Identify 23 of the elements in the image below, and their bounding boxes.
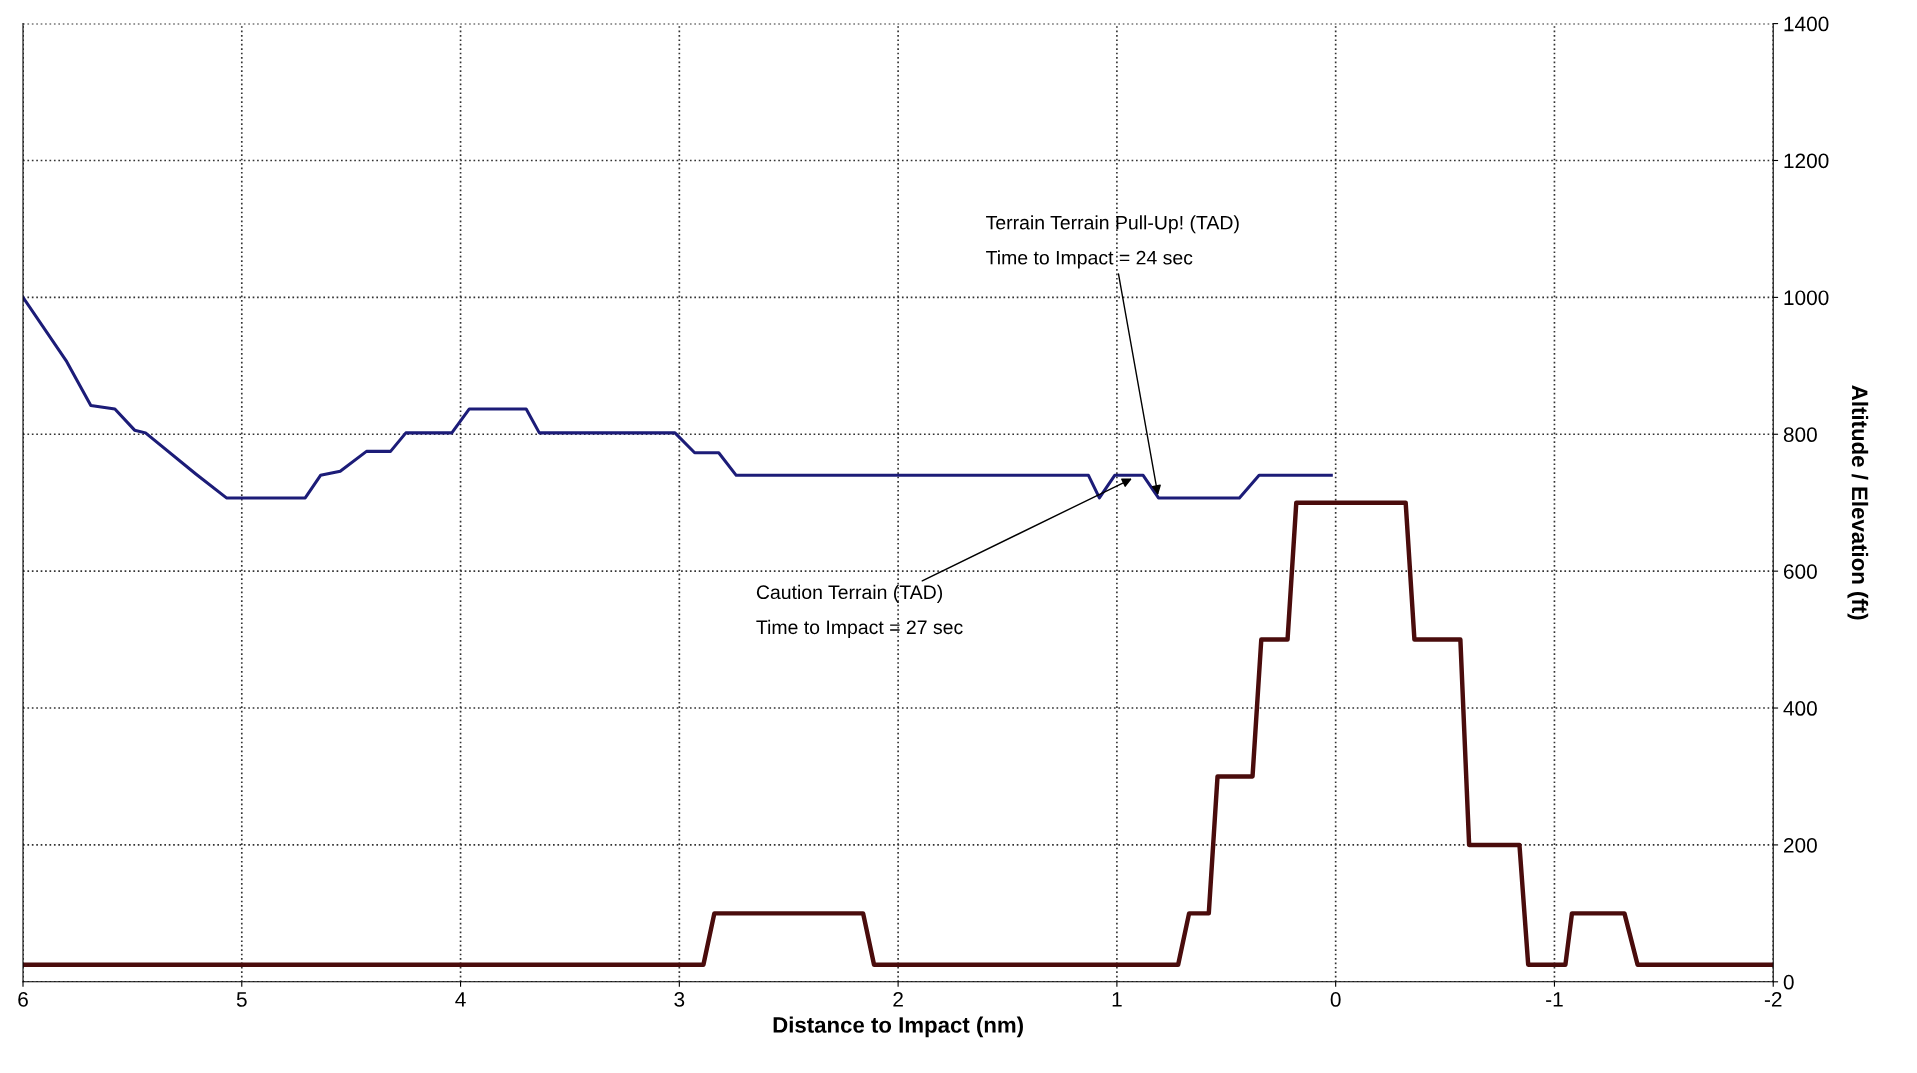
x-tick-label: 6: [18, 992, 28, 1007]
x-axis-title: Distance to Impact (nm): [773, 1016, 1023, 1038]
y-tick-label: 800: [1783, 427, 1817, 443]
x-tick-label: 1: [1112, 992, 1122, 1007]
annotation: Terrain Terrain Pull-Up! (TAD) Time to Impact = 24 sec: [986, 215, 1239, 269]
y-tick-label: 0: [1783, 974, 1794, 990]
line-series: [23, 295, 1333, 500]
x-tick-label: 0: [1330, 992, 1341, 1007]
x-tick-label: -2: [1764, 992, 1782, 1007]
y-tick-label: 200: [1784, 837, 1817, 853]
x-tick-label: -1: [1546, 992, 1563, 1007]
y-tick-label: 400: [1783, 701, 1817, 716]
y-tick-label: 1200: [1784, 153, 1829, 169]
y-tick-label: 1000: [1784, 290, 1829, 306]
y-tick-label: 600: [1784, 564, 1817, 579]
y-axis-title: Altitude / Elevation (ft): [1847, 385, 1869, 620]
x-tick-label: 3: [674, 992, 685, 1007]
y-tick-label: 1400: [1784, 16, 1829, 32]
x-tick-label: 5: [236, 992, 247, 1007]
x-tick-label: 4: [455, 992, 466, 1007]
x-tick-label: 2: [893, 992, 903, 1007]
annotation: Caution Terrain (TAD) Time to Impact = 27 sec: [756, 584, 963, 638]
line-series: [23, 500, 1774, 967]
